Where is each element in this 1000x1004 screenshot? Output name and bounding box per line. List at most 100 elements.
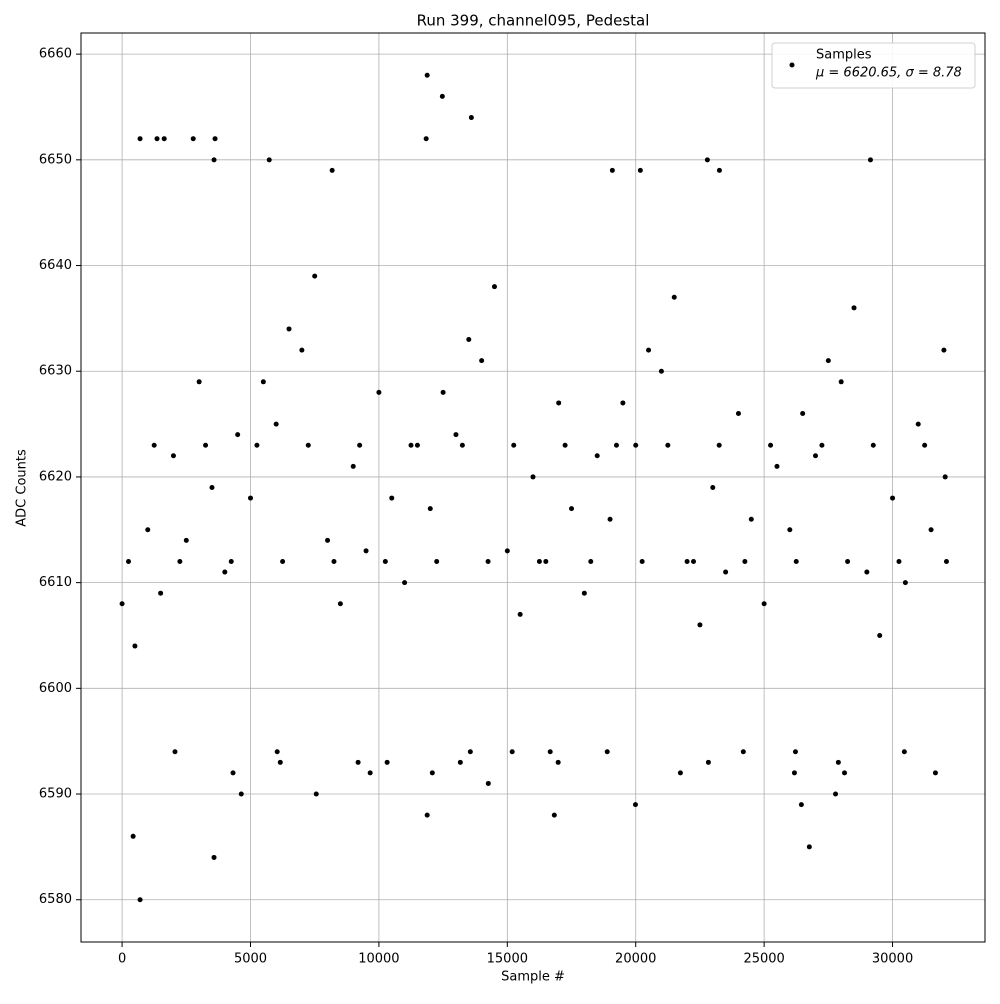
x-tick-label: 5000 — [234, 952, 267, 967]
point — [190, 136, 196, 142]
point — [211, 157, 217, 163]
point — [126, 558, 132, 564]
y-tick-label: 6600 — [39, 681, 72, 696]
point — [402, 580, 408, 586]
point — [479, 358, 485, 364]
point — [408, 442, 414, 448]
point — [329, 167, 335, 173]
point — [212, 136, 218, 142]
point — [222, 569, 228, 575]
point — [440, 389, 446, 395]
point — [793, 558, 799, 564]
point — [551, 812, 557, 818]
point — [735, 411, 741, 417]
point — [384, 759, 390, 765]
point — [158, 590, 164, 596]
point — [363, 548, 369, 554]
point — [890, 495, 896, 501]
point — [170, 453, 176, 459]
chart-title: Run 399, channel095, Pedestal — [417, 12, 650, 30]
y-tick-label: 6610 — [39, 575, 72, 590]
point — [277, 759, 283, 765]
point — [439, 93, 445, 99]
point — [230, 770, 236, 776]
point — [870, 442, 876, 448]
point — [792, 749, 798, 755]
point — [851, 305, 857, 311]
point — [569, 506, 575, 512]
point — [632, 802, 638, 808]
point — [337, 601, 343, 607]
point — [209, 485, 215, 490]
plot-frame — [80, 32, 986, 943]
point — [280, 558, 286, 564]
point — [813, 453, 818, 459]
point — [845, 558, 851, 564]
point — [491, 284, 497, 290]
point — [943, 558, 949, 564]
point — [429, 770, 435, 776]
point — [172, 749, 178, 755]
point — [896, 558, 902, 564]
point — [312, 273, 318, 279]
point — [466, 337, 472, 343]
point — [800, 411, 806, 417]
point — [183, 537, 189, 543]
point — [902, 580, 908, 586]
point — [928, 527, 934, 533]
point — [331, 558, 337, 564]
point — [658, 368, 664, 374]
point — [530, 474, 536, 480]
point — [637, 167, 643, 173]
legend-marker — [789, 62, 795, 68]
point — [691, 558, 697, 564]
point — [594, 453, 600, 459]
y-tick-label: 6590 — [39, 787, 72, 802]
point — [355, 759, 361, 765]
point — [639, 558, 645, 564]
point — [901, 749, 907, 755]
point — [260, 379, 266, 385]
point — [509, 749, 515, 755]
point — [468, 115, 474, 121]
x-tick-label: 25000 — [743, 952, 784, 967]
point — [145, 527, 151, 533]
point — [151, 442, 157, 448]
point — [453, 432, 459, 438]
point — [424, 72, 430, 78]
y-tick-label: 6650 — [39, 152, 72, 167]
point — [798, 802, 804, 808]
point — [705, 759, 711, 765]
x-tick-label: 10000 — [358, 952, 399, 967]
point — [842, 770, 848, 776]
point — [761, 601, 767, 607]
point — [604, 749, 610, 755]
point — [427, 506, 433, 512]
x-tick-label: 30000 — [872, 952, 913, 967]
point — [203, 442, 209, 448]
point — [581, 590, 587, 596]
point — [154, 136, 160, 142]
point — [273, 421, 279, 427]
point — [562, 442, 568, 448]
point — [588, 558, 594, 564]
point — [130, 833, 136, 839]
point — [254, 442, 260, 448]
x-tick-label: 20000 — [615, 952, 656, 967]
x-tick-label: 0 — [118, 952, 126, 967]
point — [196, 379, 202, 385]
point — [266, 157, 272, 163]
point — [137, 897, 143, 903]
point — [833, 791, 839, 797]
point — [382, 558, 388, 564]
point — [457, 759, 463, 765]
point — [228, 558, 234, 564]
point — [607, 516, 613, 522]
point — [313, 791, 319, 797]
point — [723, 569, 729, 575]
point — [620, 400, 626, 406]
point — [774, 463, 780, 469]
point — [740, 749, 746, 755]
point — [867, 157, 873, 163]
